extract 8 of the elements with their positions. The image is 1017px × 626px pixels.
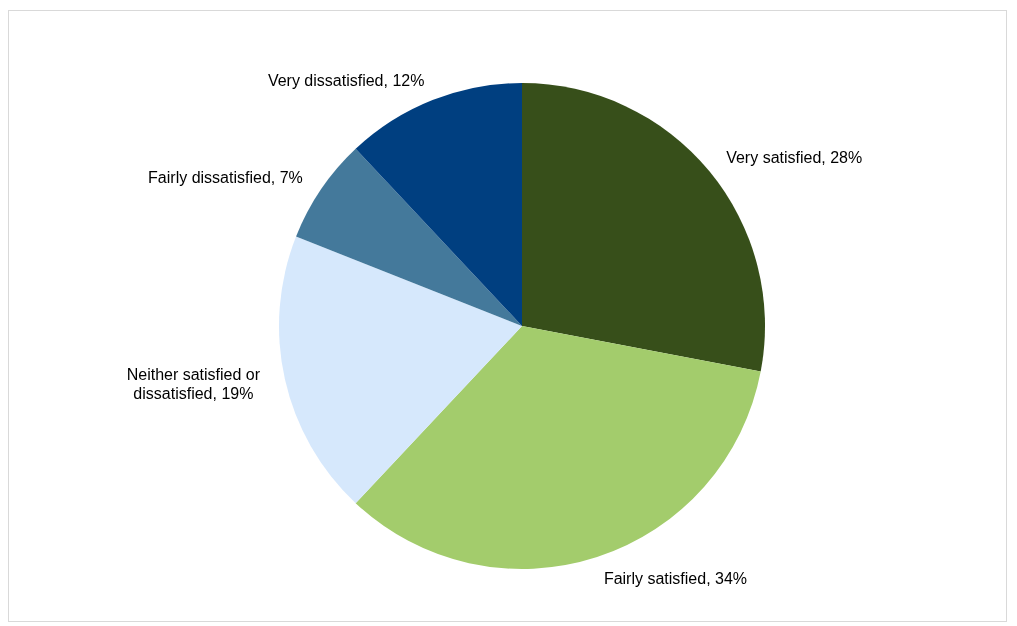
slice-label: Neither satisfied or dissatisfied, 19% bbox=[126, 365, 261, 402]
pie-slice bbox=[279, 236, 522, 504]
slice-label: Fairly dissatisfied, 7% bbox=[148, 168, 303, 186]
slice-label: Very satisfied, 28% bbox=[726, 148, 863, 166]
pie-slice bbox=[355, 326, 761, 569]
pie-slice bbox=[522, 83, 765, 372]
slice-label: Fairly satisfied, 34% bbox=[603, 569, 748, 587]
slice-label: Very dissatisfied, 12% bbox=[267, 71, 425, 89]
